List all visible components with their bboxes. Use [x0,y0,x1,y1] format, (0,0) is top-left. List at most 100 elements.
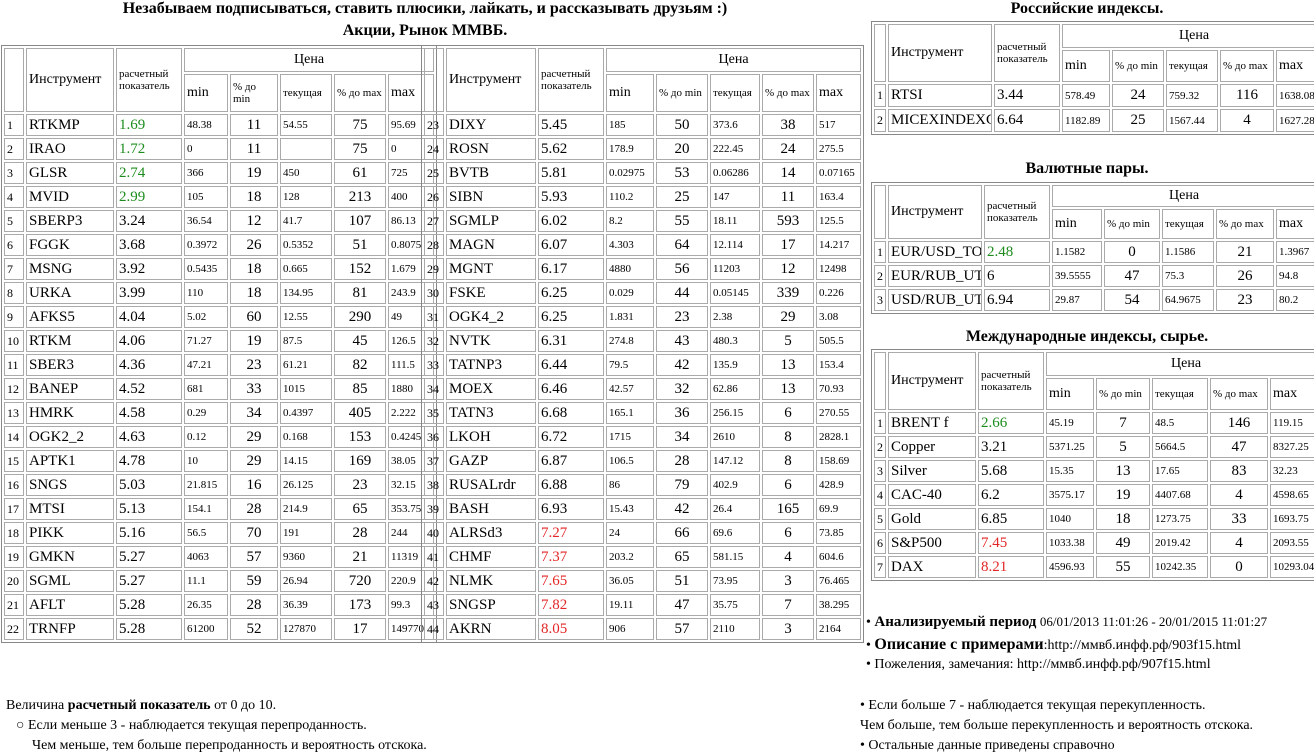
data-row: 15 APTK1 4.78 10 29 14.15 169 38.05 [4,450,435,472]
instrument: SNGS [26,474,114,496]
data-table: Инструмент расчетный показатель Цена min% д… [1,45,438,643]
cell: 126.5 [388,330,435,352]
cell: 1273.75 [1152,508,1208,530]
cell: 5.93 [538,186,604,208]
cell: 19 [230,330,278,352]
cell: 366 [184,162,228,184]
cell: 99.3 [388,594,435,616]
cell: 18 [1096,508,1150,530]
cell: 39.5555 [1052,265,1102,287]
cell: 36.39 [280,594,332,616]
cell: 6 [874,532,886,554]
cell: 61 [334,162,386,184]
cell: 18 [230,258,278,280]
cell: 70.93 [816,378,862,400]
value: 06/01/2013 11:01:26 - 20/01/2015 11:01:2… [1039,614,1268,629]
header-cell: min [606,74,654,112]
cell: 6.07 [538,234,604,256]
cell: 19 [4,546,24,568]
cell: 95.69 [388,114,435,136]
cell: 110 [184,282,228,304]
cell: 35 [424,402,444,424]
cell: 1638.08 [1276,84,1314,107]
cell: 0 [184,138,228,160]
cell: 4 [762,546,814,568]
cell: 149770 [388,618,435,640]
cell: 17 [4,498,24,520]
cell: 134.95 [280,282,332,304]
data-row: 34 MOEX 6.46 42.57 32 62.86 13 70.93 [424,378,862,400]
cell: 56 [656,258,708,280]
header-cell: расчетный показатель [116,48,182,112]
cell: 16 [4,474,24,496]
link[interactable]: :http://ммвб.инфф.рф/903f15.html [1043,638,1242,653]
cell: 0.8075 [388,234,435,256]
label: Анализируемый период [874,614,1037,630]
cell: 26.125 [280,474,332,496]
cell: 110.2 [606,186,654,208]
header-cell: Инструмент [888,185,982,239]
link[interactable]: Пожеления, замечания: http://ммвб.инфф.р… [874,657,1211,672]
data-table: Инструмент расчетный показатель Цена min% д… [421,45,865,643]
instrument: MSNG [26,258,114,280]
cell: 36.54 [184,210,228,232]
cell: 73.95 [710,570,760,592]
cell: 76.465 [816,570,862,592]
cell: 75 [334,138,386,160]
note: Величина расчетный показатель от 0 до 10… [6,698,276,714]
cell: 33 [1210,508,1268,530]
cell: 0 [388,138,435,160]
cell: 4 [4,186,24,208]
cell: 0 [1210,556,1268,578]
cell: 49 [1096,532,1150,554]
cell: 17.65 [1152,460,1208,482]
cell: 51 [334,234,386,256]
cell: 21 [1216,241,1274,263]
header-row: min% до min текущая% до max max [874,209,1314,239]
cell: 0.4245 [388,426,435,448]
cell: 15.43 [606,498,654,520]
instrument: SGMLP [446,210,536,232]
cell: 2 [874,109,886,132]
cell: 3575.17 [1046,484,1094,506]
cell: 402.9 [710,474,760,496]
header-cell: min [1052,209,1102,239]
cell: 4063 [184,546,228,568]
cell: 33 [424,354,444,376]
data-row: 6 FGGK 3.68 0.3972 26 0.5352 51 0.8075 [4,234,435,256]
header-cell: Цена [606,48,862,72]
cell [280,138,332,160]
cell: 6.88 [538,474,604,496]
text: Если больше 7 - наблюдается текущая пере… [868,698,1206,713]
cell: 28 [334,522,386,544]
cell: 19 [230,162,278,184]
section-title: Международные индексы, сырье. [965,328,1209,345]
cell: 0.5352 [280,234,332,256]
data-row: 2 EUR/RUB_UTS 6 39.5555 47 75.3 26 94.8 [874,265,1314,287]
cell: 0.07165 [816,162,862,184]
info-feedback: • Пожеления, замечания: http://ммвб.инфф… [866,657,1211,672]
instrument: MICEXINDEXCF [888,109,992,132]
cell: 158.69 [816,450,862,472]
header-cell: расчетный показатель [538,48,604,112]
instrument: IRAO [26,138,114,160]
cell: 5.16 [116,522,182,544]
header-cell [874,352,886,410]
cell: 10293.04 [1270,556,1314,578]
label: Описание с примерами [874,636,1044,653]
cell: 20 [4,570,24,592]
note: • Если больше 7 - наблюдается текущая пе… [860,698,1206,713]
cell: 75 [334,114,386,136]
cell: 47.21 [184,354,228,376]
data-row: 37 GAZP 6.87 106.5 28 147.12 8 158.69 [424,450,862,472]
text: расчетный показатель [67,698,211,713]
header-cell: max [1276,50,1314,82]
cell: 6 [762,402,814,424]
cell: 6.31 [538,330,604,352]
instrument: AFKS5 [26,306,114,328]
cell: 125.5 [816,210,862,232]
instrument: S&P500 [888,532,976,554]
info-description: • Описание с примерами:http://ммвб.инфф.… [866,636,1242,653]
cell: 6.87 [538,450,604,472]
cell: 60 [230,306,278,328]
